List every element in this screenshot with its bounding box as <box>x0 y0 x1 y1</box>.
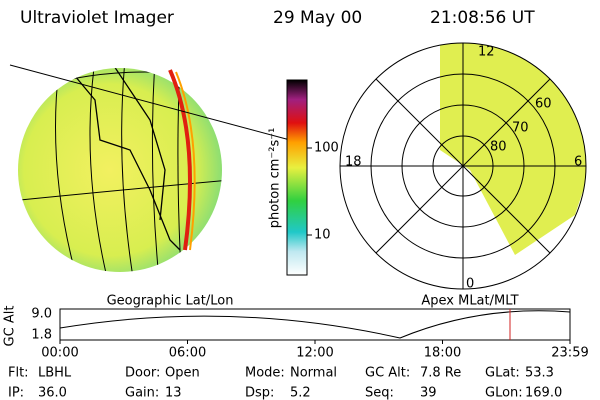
time: 21:08:56 UT <box>430 8 535 28</box>
colorbar-label: photon cm⁻²s⁻¹ <box>268 128 283 229</box>
polar-label: 12 <box>478 45 495 60</box>
info-value: Open <box>165 366 200 381</box>
info-value: 169.0 <box>525 386 562 400</box>
info-label: GLon: <box>485 386 523 400</box>
date: 29 May 00 <box>273 8 362 28</box>
info-value: 39 <box>420 386 437 400</box>
polar-label: 6 <box>574 155 582 170</box>
polar-label: 70 <box>512 121 529 136</box>
info-value: LBHL <box>38 366 72 381</box>
info-label: Gain: <box>125 386 159 400</box>
info-value: 36.0 <box>38 386 67 400</box>
timeline-y-tick: 9.0 <box>31 307 52 322</box>
info-label: GC Alt: <box>365 366 410 381</box>
timeline-y-label: GC Alt <box>3 306 18 347</box>
timeline: GC Alt 9.0 1.8 00:00 06:00 12:00 18:00 23:59 <box>3 306 589 361</box>
info-label: Mode: <box>245 366 285 381</box>
info-value: 13 <box>165 386 182 400</box>
info-label: Dsp: <box>245 386 274 400</box>
timeline-x-tick: 18:00 <box>424 346 461 361</box>
polar-label: 80 <box>490 140 507 155</box>
polar-label: 60 <box>535 97 552 112</box>
polar-plot: 12 60 70 80 18 6 0 <box>339 42 587 292</box>
timeline-x-tick: 00:00 <box>41 346 78 361</box>
colorbar-tick: 10 <box>314 228 331 243</box>
info-value: 7.8 Re <box>420 366 461 381</box>
timeline-y-tick: 1.8 <box>31 328 52 343</box>
timeline-x-tick: 23:59 <box>551 346 588 361</box>
map-label: Geographic Lat/Lon <box>107 294 234 309</box>
title: Ultraviolet Imager <box>20 8 174 28</box>
info-panel: Flt: LBHL Door: Open Mode: Normal GC Alt: 7.8 R… <box>8 366 562 400</box>
timeline-x-tick: 06:00 <box>169 346 206 361</box>
polar-label: 18 <box>345 155 362 170</box>
info-value: 53.3 <box>525 366 554 381</box>
info-label: IP: <box>8 386 24 400</box>
info-value: 5.2 <box>290 386 311 400</box>
info-label: Seq: <box>365 386 394 400</box>
timeline-x-tick: 12:00 <box>296 346 333 361</box>
info-label: Door: <box>125 366 160 381</box>
polar-label: 0 <box>466 277 474 292</box>
colorbar-tick: 100 <box>314 141 339 156</box>
header: Ultraviolet Imager 29 May 00 21:08:56 UT <box>20 8 535 28</box>
map-label: Apex MLat/MLT <box>421 294 518 309</box>
colorbar: 100 10 photon cm⁻²s⁻¹ <box>268 79 339 276</box>
info-label: Flt: <box>8 366 29 381</box>
globe-image <box>9 64 291 272</box>
info-label: GLat: <box>485 366 520 381</box>
info-value: Normal <box>290 366 337 381</box>
